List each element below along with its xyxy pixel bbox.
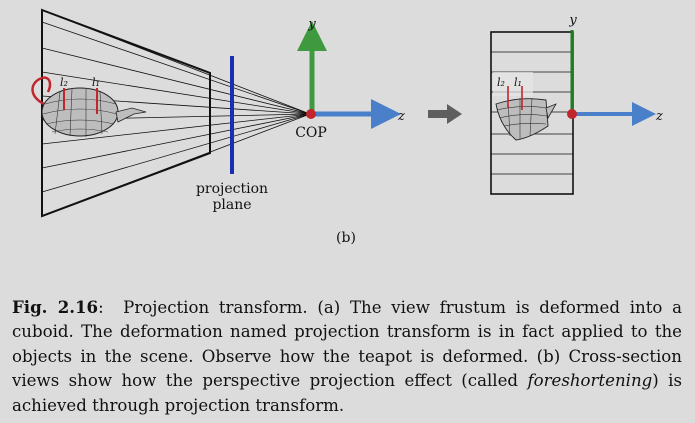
caption-text-after: ) is achieved through projection transfo…	[12, 371, 683, 415]
caption-figure-number: Fig. 2.16	[12, 297, 99, 317]
left-z-axis-label: z	[397, 109, 405, 124]
projection-plane-label-line1: projection	[196, 181, 268, 197]
figure-caption: Fig. 2.16: Projection transform. (a) The…	[12, 295, 682, 418]
right-origin	[567, 109, 577, 119]
right-axes: y z	[567, 13, 663, 126]
left-y-axis-label: y	[307, 17, 316, 32]
teapot-left: l₂ l₁	[31, 76, 147, 137]
height-mark-l2: l₂	[60, 76, 68, 89]
teapot-right: l₂ l₁	[493, 72, 557, 141]
figure: l₂ l₁ projection plane y z COP	[31, 8, 663, 246]
left-axes: y z COP	[295, 17, 405, 141]
transform-arrow	[428, 104, 462, 124]
caption-emphasis: foreshortening	[527, 371, 653, 391]
panel-label: (b)	[336, 230, 356, 246]
caption-colon: :	[98, 298, 104, 317]
right-height-mark-l1: l₁	[514, 76, 522, 89]
cop-label: COP	[295, 125, 327, 141]
right-height-mark-l2: l₂	[497, 76, 505, 89]
cop-origin	[306, 109, 316, 119]
height-mark-l1: l₁	[92, 76, 100, 89]
right-z-axis-label: z	[655, 109, 663, 124]
right-y-axis-label: y	[568, 13, 577, 28]
projection-plane-label-line2: plane	[212, 197, 251, 213]
frustum	[41, 8, 311, 218]
caption-text-before: Projection transform. (a) The view frust…	[12, 298, 682, 391]
